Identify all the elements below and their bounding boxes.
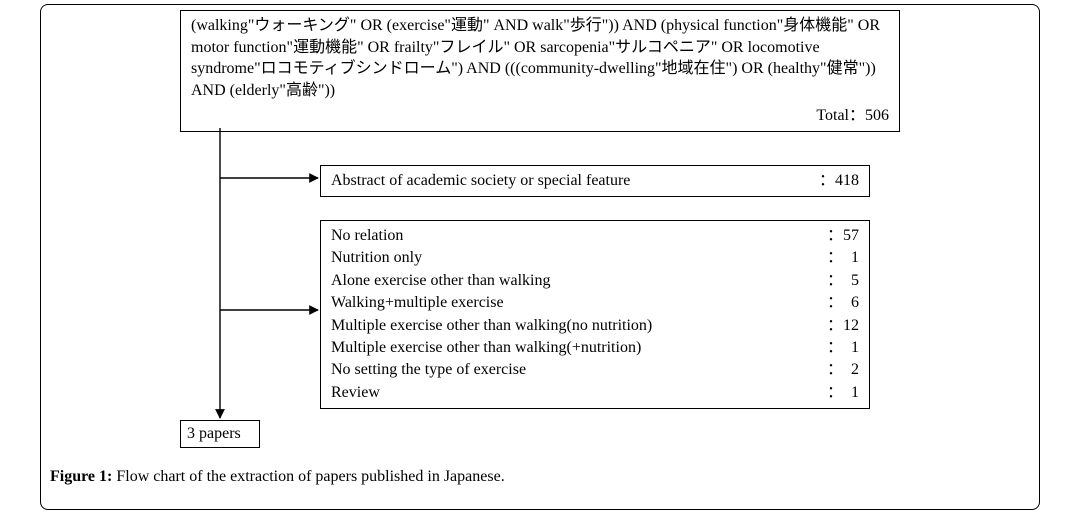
exclusion-count: ： 5: [827, 270, 859, 292]
result-label: 3 papers: [187, 425, 241, 442]
exclusion-count: ：12: [827, 315, 859, 337]
abstract-exclusion-box: Abstract of academic society or special …: [320, 165, 870, 197]
search-query-box: (walking"ウォーキング" OR (exercise"運動" AND wa…: [180, 10, 900, 132]
exclusion-label: Nutrition only: [331, 247, 422, 269]
exclusion-row: No setting the type of exercise ： 2: [331, 359, 859, 381]
exclusion-label: Alone exercise other than walking: [331, 270, 550, 292]
exclusion-reasons-box: No relation ：57 Nutrition only ： 1 Alone…: [320, 220, 870, 409]
exclusion-row: No relation ：57: [331, 225, 859, 247]
exclusion-label: No relation: [331, 225, 403, 247]
exclusion-label: No setting the type of exercise: [331, 359, 526, 381]
exclusion-count: ： 1: [827, 382, 859, 404]
result-box: 3 papers: [180, 420, 260, 448]
exclusion-count: ： 6: [827, 292, 859, 314]
exclusion-row: Multiple exercise other than walking(+nu…: [331, 337, 859, 359]
caption-text: Flow chart of the extraction of papers p…: [112, 468, 504, 485]
exclusion-row: Walking+multiple exercise ： 6: [331, 292, 859, 314]
exclusion-row: Nutrition only ： 1: [331, 247, 859, 269]
exclusion-count: ：57: [827, 225, 859, 247]
exclusion-label: Review: [331, 382, 380, 404]
exclusion-label: Walking+multiple exercise: [331, 292, 504, 314]
exclusion-count: ： 1: [827, 247, 859, 269]
exclusion-row: Review ： 1: [331, 382, 859, 404]
exclusion-row: Alone exercise other than walking ： 5: [331, 270, 859, 292]
search-query-text: (walking"ウォーキング" OR (exercise"運動" AND wa…: [191, 15, 889, 101]
caption-prefix: Figure 1:: [50, 468, 112, 485]
abstract-exclusion-count: ：418: [819, 170, 859, 192]
exclusion-label: Multiple exercise other than walking(no …: [331, 315, 652, 337]
abstract-exclusion-label: Abstract of academic society or special …: [331, 170, 630, 192]
search-total: Total：506: [191, 101, 889, 127]
exclusion-label: Multiple exercise other than walking(+nu…: [331, 337, 641, 359]
figure-caption: Figure 1: Flow chart of the extraction o…: [50, 468, 505, 486]
exclusion-row: Multiple exercise other than walking(no …: [331, 315, 859, 337]
exclusion-count: ： 1: [827, 337, 859, 359]
exclusion-count: ： 2: [827, 359, 859, 381]
